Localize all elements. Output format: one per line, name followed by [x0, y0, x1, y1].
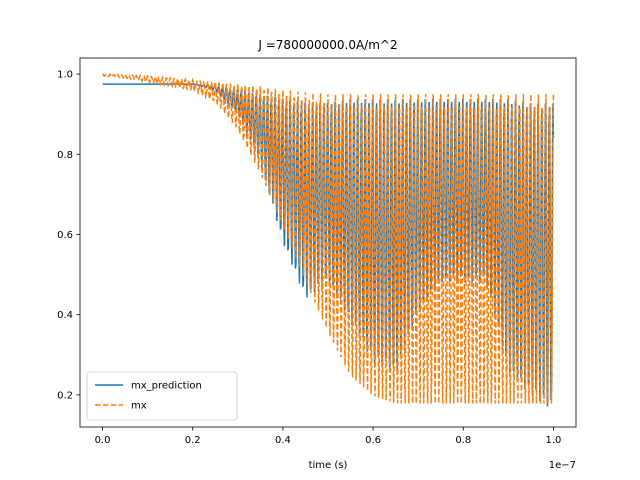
- x-axis: 0.0 0.2 0.4 0.6 0.8 1.0: [95, 427, 562, 446]
- legend-box: [86, 371, 238, 421]
- y-axis: 0.2 0.4 0.6 0.8 1.0: [57, 70, 80, 401]
- x-tick-label: 0.4: [275, 435, 291, 446]
- y-tick-label: 0.6: [57, 230, 73, 241]
- y-tick-label: 0.8: [57, 150, 73, 161]
- plot-area: [102, 73, 555, 407]
- chart-title: J =780000000.0A/m^2: [257, 38, 397, 52]
- series-line-mx: [102, 73, 555, 404]
- y-tick-label: 0.4: [57, 310, 73, 321]
- x-axis-offset-label: 1e−7: [549, 460, 576, 471]
- legend-label-mx_prediction: mx_prediction: [131, 381, 202, 392]
- legend-label-mx: mx: [131, 401, 147, 412]
- x-axis-title: time (s): [309, 460, 348, 471]
- x-tick-label: 0.8: [455, 435, 471, 446]
- x-tick-label: 1.0: [546, 435, 562, 446]
- axes-frame: [79, 57, 577, 428]
- x-tick-label: 0.0: [95, 435, 111, 446]
- y-tick-label: 0.2: [57, 390, 73, 401]
- x-tick-label: 0.6: [365, 435, 381, 446]
- x-tick-label: 0.2: [185, 435, 201, 446]
- y-tick-label: 1.0: [57, 70, 73, 81]
